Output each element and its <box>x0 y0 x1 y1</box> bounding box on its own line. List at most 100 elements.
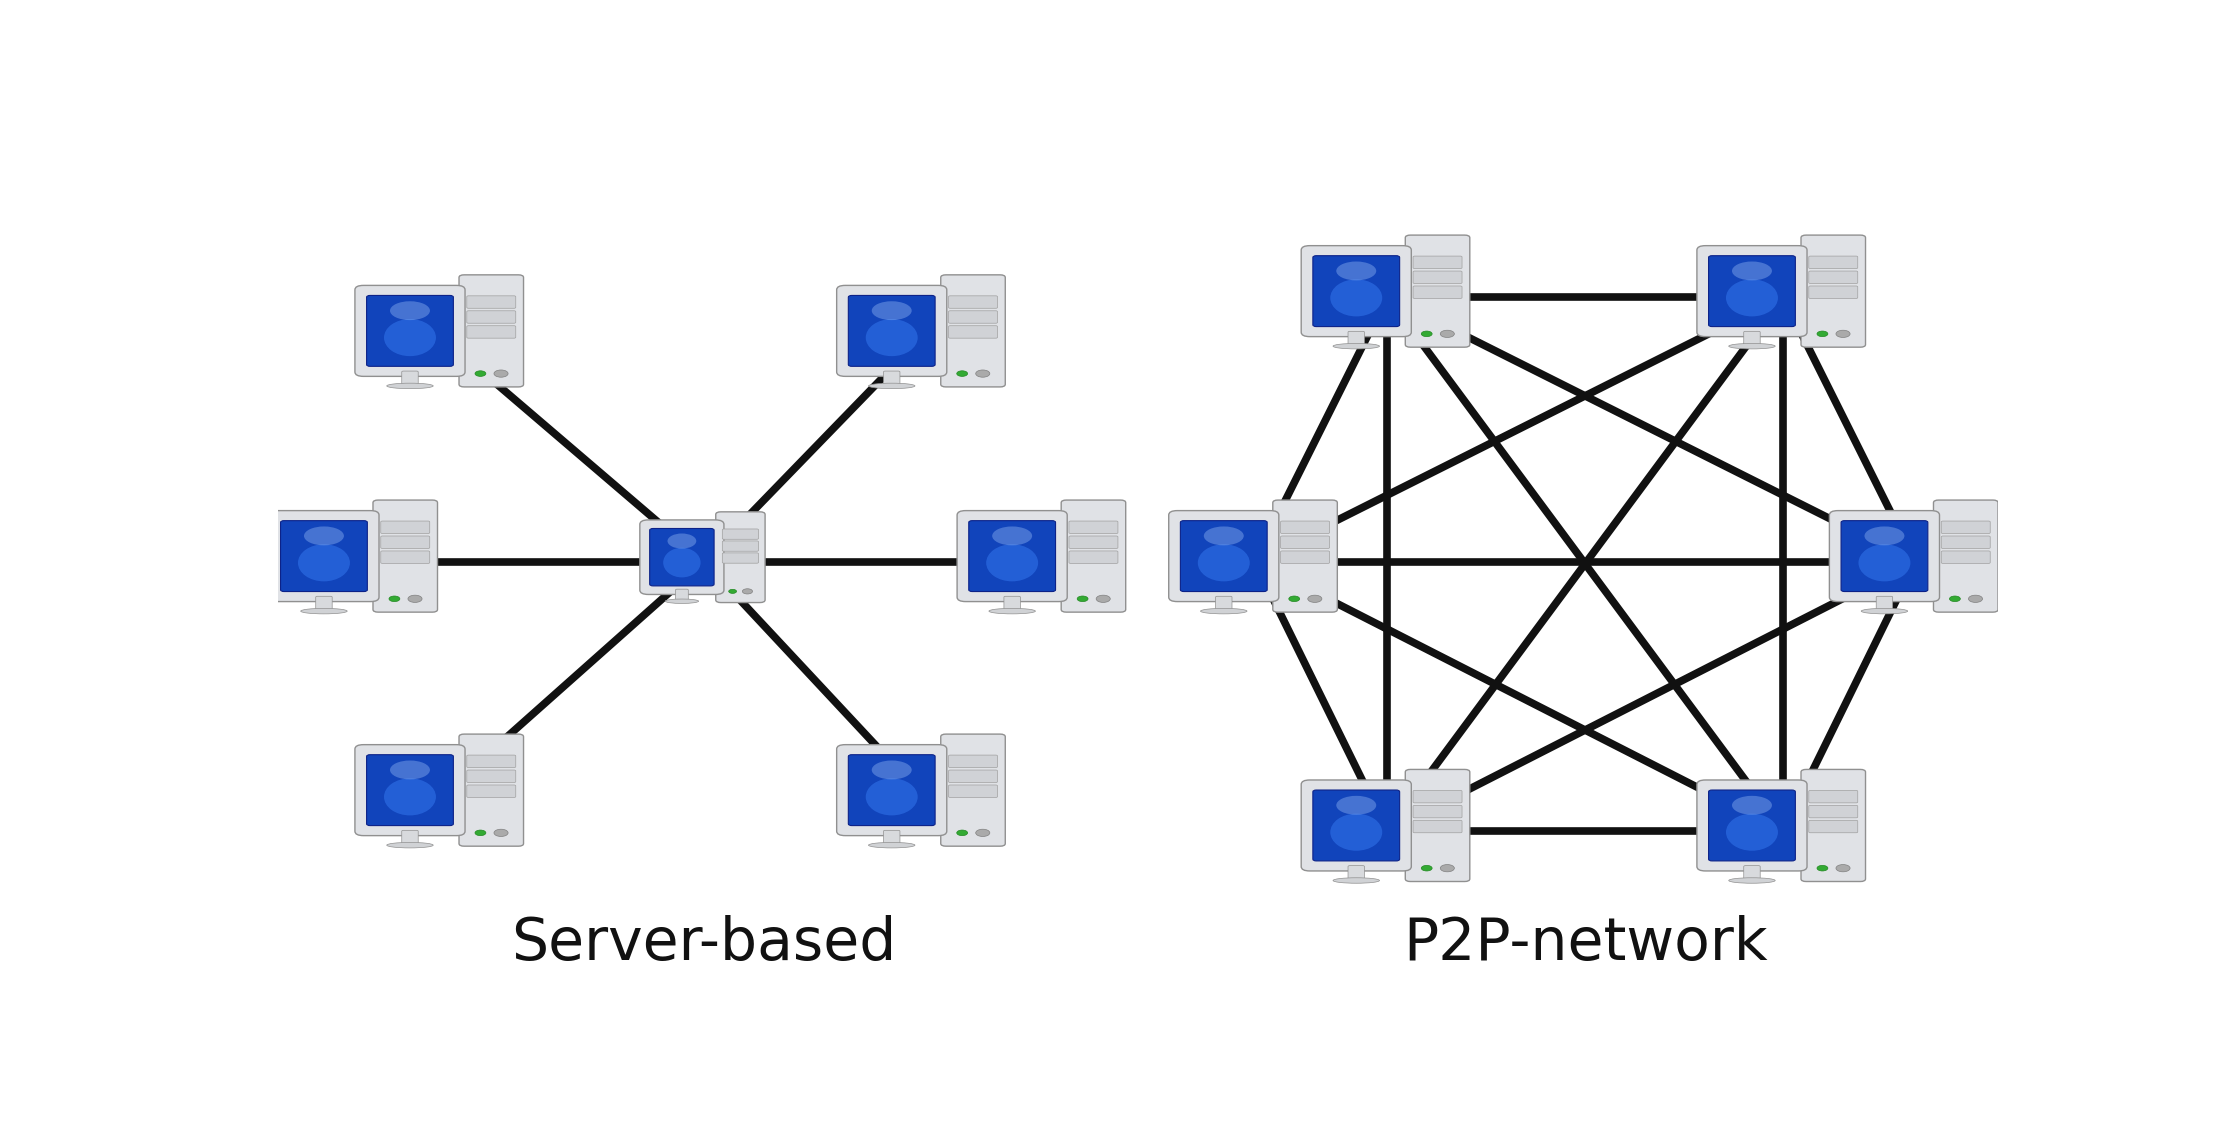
Circle shape <box>495 370 508 377</box>
FancyBboxPatch shape <box>1061 500 1126 612</box>
FancyBboxPatch shape <box>650 529 715 586</box>
FancyBboxPatch shape <box>968 521 1054 592</box>
FancyBboxPatch shape <box>1348 331 1365 345</box>
FancyBboxPatch shape <box>1709 790 1796 861</box>
FancyBboxPatch shape <box>1070 521 1119 533</box>
FancyBboxPatch shape <box>355 744 464 836</box>
Ellipse shape <box>668 533 697 548</box>
Ellipse shape <box>1203 526 1243 545</box>
FancyBboxPatch shape <box>1272 500 1336 612</box>
Circle shape <box>1308 595 1321 602</box>
FancyBboxPatch shape <box>884 830 899 844</box>
FancyBboxPatch shape <box>466 326 515 338</box>
Ellipse shape <box>868 842 915 848</box>
Circle shape <box>1441 330 1454 337</box>
FancyBboxPatch shape <box>1696 245 1807 336</box>
Circle shape <box>1077 596 1088 601</box>
FancyBboxPatch shape <box>1414 790 1463 803</box>
Ellipse shape <box>384 779 435 816</box>
Text: P2P-network: P2P-network <box>1403 915 1767 973</box>
FancyBboxPatch shape <box>1809 256 1858 268</box>
FancyBboxPatch shape <box>466 296 515 309</box>
FancyBboxPatch shape <box>837 744 946 836</box>
Ellipse shape <box>300 608 346 614</box>
Ellipse shape <box>384 319 435 356</box>
FancyBboxPatch shape <box>382 536 431 548</box>
FancyBboxPatch shape <box>1414 271 1463 283</box>
Ellipse shape <box>666 599 699 603</box>
FancyBboxPatch shape <box>957 510 1068 601</box>
Ellipse shape <box>1858 545 1911 582</box>
Ellipse shape <box>1330 813 1383 851</box>
FancyBboxPatch shape <box>722 529 759 539</box>
FancyBboxPatch shape <box>948 755 997 767</box>
Ellipse shape <box>1330 280 1383 317</box>
FancyBboxPatch shape <box>402 372 417 385</box>
FancyBboxPatch shape <box>355 286 464 376</box>
Ellipse shape <box>1332 343 1379 349</box>
Ellipse shape <box>868 383 915 389</box>
FancyBboxPatch shape <box>1301 245 1412 336</box>
Circle shape <box>1816 331 1827 336</box>
FancyBboxPatch shape <box>941 275 1006 387</box>
Ellipse shape <box>1725 813 1778 851</box>
FancyBboxPatch shape <box>722 541 759 552</box>
Circle shape <box>1421 331 1432 336</box>
FancyBboxPatch shape <box>366 755 453 826</box>
FancyBboxPatch shape <box>460 275 524 387</box>
FancyBboxPatch shape <box>1348 866 1365 880</box>
Ellipse shape <box>992 526 1032 545</box>
Circle shape <box>1969 595 1982 602</box>
Ellipse shape <box>866 779 917 816</box>
Text: Server-based: Server-based <box>511 915 897 973</box>
FancyBboxPatch shape <box>1800 235 1865 348</box>
FancyBboxPatch shape <box>1809 286 1858 298</box>
FancyBboxPatch shape <box>1876 596 1894 610</box>
FancyBboxPatch shape <box>1301 780 1412 871</box>
Ellipse shape <box>386 383 433 389</box>
FancyBboxPatch shape <box>466 755 515 767</box>
FancyBboxPatch shape <box>837 286 946 376</box>
Ellipse shape <box>1865 526 1905 545</box>
Circle shape <box>741 588 753 594</box>
Ellipse shape <box>1336 262 1376 280</box>
Ellipse shape <box>1860 608 1907 614</box>
FancyBboxPatch shape <box>1405 235 1470 348</box>
Ellipse shape <box>986 545 1039 582</box>
FancyBboxPatch shape <box>1709 256 1796 327</box>
FancyBboxPatch shape <box>884 372 899 385</box>
Ellipse shape <box>1725 280 1778 317</box>
FancyBboxPatch shape <box>402 830 417 844</box>
Circle shape <box>1836 865 1849 872</box>
Ellipse shape <box>386 842 433 848</box>
Circle shape <box>1290 596 1299 601</box>
Circle shape <box>977 829 990 836</box>
FancyBboxPatch shape <box>1312 256 1399 327</box>
Ellipse shape <box>988 608 1035 614</box>
Circle shape <box>495 829 508 836</box>
FancyBboxPatch shape <box>948 311 997 323</box>
FancyBboxPatch shape <box>466 785 515 797</box>
Ellipse shape <box>872 760 912 779</box>
FancyBboxPatch shape <box>1809 271 1858 283</box>
Ellipse shape <box>664 548 702 577</box>
Circle shape <box>728 590 737 593</box>
Ellipse shape <box>866 319 917 356</box>
FancyBboxPatch shape <box>1809 790 1858 803</box>
Ellipse shape <box>872 302 912 320</box>
Ellipse shape <box>1729 877 1776 883</box>
FancyBboxPatch shape <box>1800 770 1865 882</box>
FancyBboxPatch shape <box>1414 286 1463 298</box>
FancyBboxPatch shape <box>1070 536 1119 548</box>
FancyBboxPatch shape <box>1940 551 1989 563</box>
Circle shape <box>1097 595 1110 602</box>
FancyBboxPatch shape <box>460 734 524 846</box>
FancyBboxPatch shape <box>1003 596 1021 610</box>
FancyBboxPatch shape <box>1940 536 1989 548</box>
Ellipse shape <box>1336 796 1376 814</box>
FancyBboxPatch shape <box>1809 805 1858 818</box>
FancyBboxPatch shape <box>373 500 437 612</box>
FancyBboxPatch shape <box>715 512 766 602</box>
Ellipse shape <box>391 760 431 779</box>
FancyBboxPatch shape <box>675 590 688 601</box>
